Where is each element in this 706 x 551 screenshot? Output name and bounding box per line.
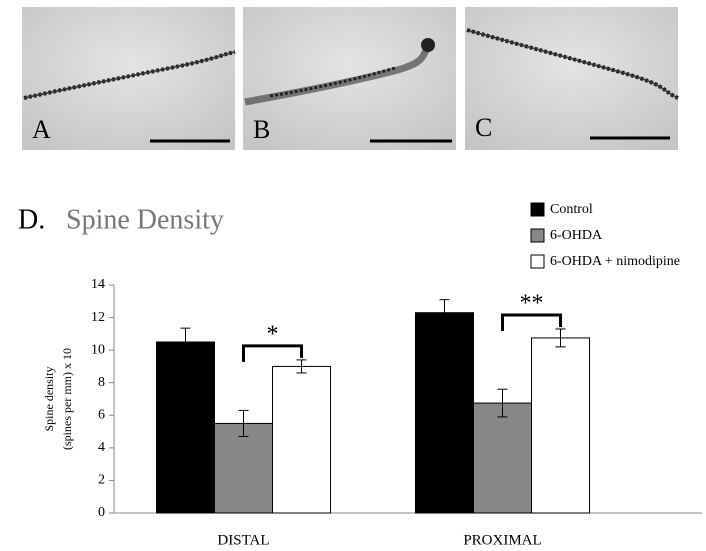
- y-tick-label: 6: [98, 408, 105, 423]
- bar: [155, 341, 215, 514]
- x-tick-label: PROXIMAL: [463, 532, 541, 548]
- chart-title: Spine Density: [66, 204, 224, 235]
- x-tick-label: DISTAL: [217, 532, 269, 548]
- y-axis-label: Spine density: [42, 367, 56, 432]
- legend-swatch: [530, 228, 545, 243]
- y-tick-label: 12: [91, 310, 105, 325]
- bar: [213, 422, 274, 514]
- y-tick-label: 8: [98, 375, 105, 390]
- legend-swatch: [530, 202, 545, 217]
- panel-label: A: [32, 115, 51, 144]
- panel-label: D.: [18, 204, 45, 235]
- y-tick-label: 2: [98, 473, 105, 488]
- micrograph-b: B: [243, 7, 456, 150]
- bar: [472, 402, 533, 514]
- legend-label: 6-OHDA + nimodipine: [550, 254, 680, 269]
- significance-bracket: [501, 313, 563, 331]
- legend-label: Control: [550, 202, 593, 217]
- legend-label: 6-OHDA: [550, 228, 603, 243]
- bar: [272, 365, 332, 514]
- significance-label: **: [520, 290, 544, 316]
- y-tick-label: 10: [91, 342, 105, 357]
- y-tick-label: 4: [98, 440, 105, 455]
- significance-label: *: [267, 321, 279, 347]
- significance-bracket: [242, 344, 304, 362]
- bar: [414, 312, 474, 514]
- micrograph-a: A: [22, 7, 236, 150]
- micrograph-c: C: [465, 7, 679, 150]
- legend-swatch: [530, 254, 545, 269]
- bar: [531, 337, 591, 514]
- panel-label: C: [475, 113, 492, 142]
- y-tick-label: 0: [98, 505, 105, 520]
- y-axis-label: (spines per mm) x 10: [60, 348, 74, 450]
- panel-label: B: [253, 115, 270, 144]
- y-tick-label: 14: [91, 277, 105, 292]
